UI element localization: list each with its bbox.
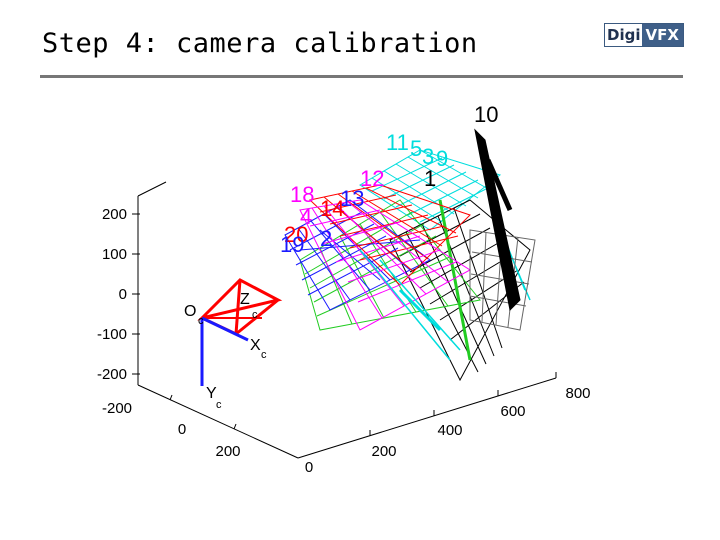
plane-label: 1	[424, 166, 436, 191]
plane-label: 4	[300, 204, 312, 229]
plane-label: 20	[284, 222, 308, 247]
title-divider	[40, 75, 683, 78]
camera-x-axis-subscript: c	[261, 349, 267, 361]
plane-label: 11	[386, 130, 409, 155]
y-tick-label: 400	[437, 422, 462, 439]
plane-label-group: 10 11 5 3 9 12 18 13 14 20 19 2 4 1	[280, 102, 498, 257]
plane-label: 3	[422, 144, 434, 169]
plane-label: 10	[474, 102, 498, 127]
y-tick-label: 0	[305, 459, 313, 476]
plane-red	[308, 184, 471, 286]
digivfx-logo: Digi VFX	[604, 23, 684, 47]
camera-z-axis-label: Z	[240, 291, 250, 308]
calibration-planes	[284, 128, 536, 382]
x-tick-marks	[169, 394, 237, 430]
z-tick-label: 0	[119, 286, 127, 303]
x-tick-label: 0	[178, 421, 186, 438]
y-tick-label: 800	[565, 385, 590, 402]
plane-label: 2	[320, 226, 332, 251]
camera-origin-subscript: c	[198, 315, 204, 327]
z-tick-label: -200	[97, 366, 127, 383]
camera-frame	[197, 278, 283, 386]
camera-origin-label: O	[184, 303, 196, 320]
y-tick-label: 200	[371, 443, 396, 460]
plane-black-edges	[474, 128, 521, 312]
logo-text-digi: Digi	[605, 24, 643, 46]
plane-label: 13	[340, 186, 364, 211]
plane-label: 9	[436, 146, 448, 171]
y-tick-label: 600	[500, 403, 525, 420]
plane-label: 14	[320, 196, 344, 221]
z-tick-label: -100	[97, 326, 127, 343]
axes-box	[137, 181, 557, 459]
camera-x-axis-label: X	[250, 337, 261, 354]
plane-label: 12	[360, 166, 384, 191]
z-tick-marks	[132, 213, 140, 375]
camera-y-axis-subscript: c	[216, 399, 222, 411]
camera-y-axis-label: Y	[206, 385, 217, 402]
camera-z-axis-subscript: c	[252, 309, 258, 321]
slide-title: Step 4: camera calibration	[42, 28, 478, 59]
y-tick-marks	[369, 372, 557, 436]
z-tick-label: 100	[102, 246, 127, 263]
plane-label: 5	[410, 136, 422, 161]
logo-text-vfx: VFX	[642, 24, 683, 46]
z-tick-label: 200	[102, 206, 127, 223]
x-tick-label: -200	[102, 400, 132, 417]
x-tick-label: 200	[215, 443, 240, 460]
plane-label: 18	[290, 182, 314, 207]
plane-label: 19	[280, 232, 304, 257]
